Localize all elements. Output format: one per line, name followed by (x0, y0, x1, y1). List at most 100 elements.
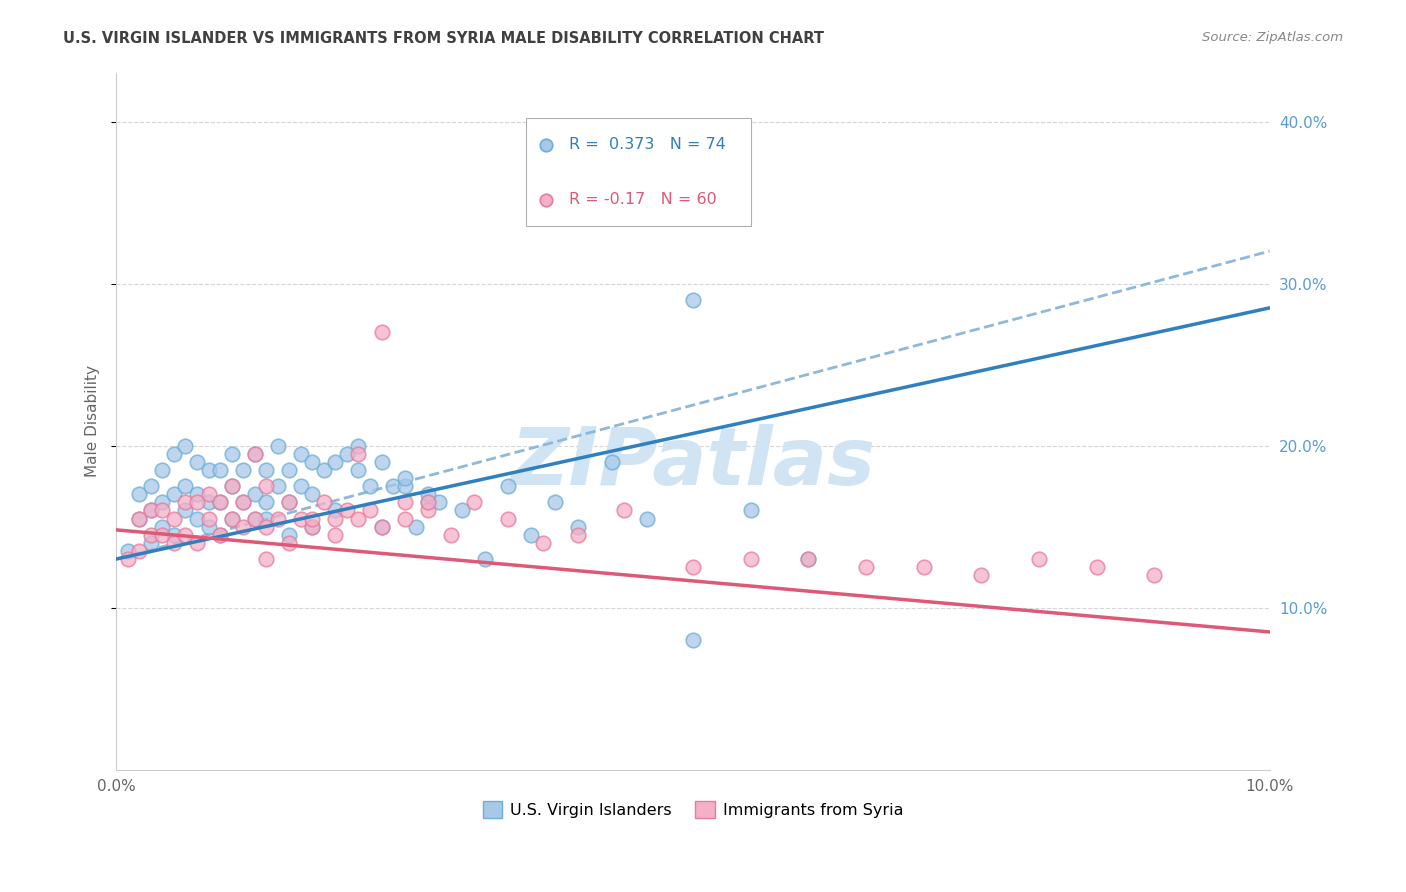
Point (221, 511, 243, 525)
Point (139, 503, 162, 517)
Point (567, 527, 589, 541)
Point (325, 527, 347, 541)
Point (152, 527, 174, 541)
Point (152, 495, 174, 509)
Point (1143, 568, 1166, 582)
Point (325, 455, 347, 469)
Point (186, 511, 208, 525)
Point (520, 527, 543, 541)
Point (174, 495, 197, 509)
Point (624, 163, 647, 178)
Point (163, 487, 186, 501)
Point (128, 511, 150, 525)
Point (543, 495, 565, 509)
Point (128, 544, 150, 558)
Point (347, 511, 370, 525)
Text: Source: ZipAtlas.com: Source: ZipAtlas.com (1202, 31, 1343, 45)
Point (197, 495, 219, 509)
Point (232, 495, 254, 509)
Point (336, 447, 359, 461)
Point (531, 536, 554, 550)
Point (139, 536, 162, 550)
Point (290, 447, 312, 461)
Point (394, 471, 416, 485)
Point (970, 568, 993, 582)
Point (128, 511, 150, 525)
Point (117, 552, 139, 566)
Point (221, 479, 243, 493)
Point (267, 511, 290, 525)
Point (498, 479, 520, 493)
Point (451, 503, 474, 517)
Point (243, 511, 266, 525)
Point (416, 503, 439, 517)
Point (139, 503, 162, 517)
Point (797, 552, 820, 566)
Point (221, 479, 243, 493)
Point (394, 495, 416, 509)
Point (254, 519, 277, 533)
Point (359, 503, 381, 517)
Point (278, 495, 301, 509)
Point (278, 495, 301, 509)
Text: R =  0.373   N = 74: R = 0.373 N = 74 (569, 137, 727, 153)
Point (232, 463, 254, 477)
Point (243, 487, 266, 501)
Point (912, 560, 935, 574)
Point (174, 503, 197, 517)
Point (336, 503, 359, 517)
Point (301, 519, 323, 533)
Point (440, 527, 463, 541)
Point (174, 527, 197, 541)
Point (209, 495, 232, 509)
Text: R = -0.17   N = 60: R = -0.17 N = 60 (569, 193, 717, 207)
Point (254, 511, 277, 525)
Point (290, 511, 312, 525)
Point (267, 439, 290, 453)
Point (186, 536, 208, 550)
Point (152, 463, 174, 477)
Point (347, 463, 370, 477)
Legend: U.S. Virgin Islanders, Immigrants from Syria: U.S. Virgin Islanders, Immigrants from S… (477, 795, 910, 824)
Point (325, 511, 347, 525)
Point (152, 503, 174, 517)
Point (370, 519, 392, 533)
Point (682, 560, 704, 574)
Point (254, 479, 277, 493)
Point (301, 519, 323, 533)
Point (278, 527, 301, 541)
Text: ZIPatlas: ZIPatlas (510, 424, 876, 502)
Point (347, 447, 370, 461)
Point (232, 495, 254, 509)
Point (416, 495, 439, 509)
Point (463, 495, 485, 509)
Point (254, 495, 277, 509)
Point (740, 503, 762, 517)
Point (209, 527, 232, 541)
Point (152, 519, 174, 533)
FancyBboxPatch shape (526, 119, 751, 227)
Point (740, 552, 762, 566)
Point (243, 511, 266, 525)
Point (128, 487, 150, 501)
Point (797, 552, 820, 566)
Point (394, 479, 416, 493)
Point (347, 439, 370, 453)
Point (174, 439, 197, 453)
Point (290, 479, 312, 493)
Point (163, 447, 186, 461)
Point (474, 552, 496, 566)
Point (186, 495, 208, 509)
Point (613, 503, 636, 517)
Point (139, 527, 162, 541)
Point (427, 495, 450, 509)
Point (163, 511, 186, 525)
Point (382, 479, 405, 493)
Point (394, 511, 416, 525)
Point (312, 463, 335, 477)
Point (186, 487, 208, 501)
Point (370, 455, 392, 469)
Text: U.S. VIRGIN ISLANDER VS IMMIGRANTS FROM SYRIA MALE DISABILITY CORRELATION CHART: U.S. VIRGIN ISLANDER VS IMMIGRANTS FROM … (63, 31, 824, 46)
Point (278, 536, 301, 550)
Point (221, 511, 243, 525)
